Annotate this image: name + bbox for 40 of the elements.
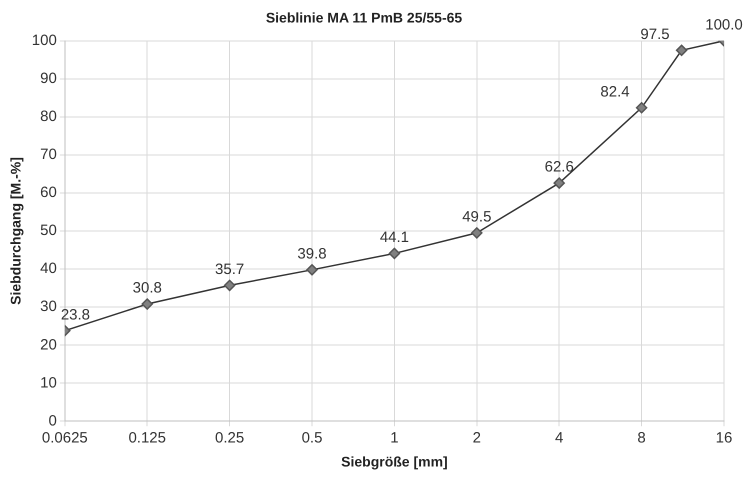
- y-tick-label: 60: [40, 184, 57, 202]
- x-tick-label: 1: [390, 429, 399, 446]
- data-label: 49.5: [462, 208, 492, 226]
- x-tick-label: 2: [472, 429, 481, 446]
- data-label: 30.8: [132, 280, 162, 297]
- y-tick-label: 50: [40, 222, 57, 240]
- x-tick-label: 0.5: [302, 429, 322, 446]
- x-tick-label: 0.25: [215, 429, 244, 446]
- point: [306, 264, 318, 276]
- data-label: 100.0: [705, 16, 743, 34]
- point: [471, 227, 483, 239]
- x-tick-label: 0.0625: [42, 429, 88, 446]
- x-axis-title: Siebgröße [mm]: [341, 453, 448, 470]
- y-tick-label: 80: [40, 108, 57, 126]
- point: [224, 280, 236, 292]
- y-tick-label: 40: [40, 260, 57, 278]
- data-label: 44.1: [380, 229, 410, 246]
- y-tick-label: 90: [40, 70, 57, 87]
- y-tick-label: 100: [32, 32, 57, 49]
- y-tick-label: 10: [40, 374, 57, 392]
- data-label: 35.7: [215, 261, 244, 278]
- data-label: 97.5: [640, 26, 670, 43]
- point: [636, 102, 648, 114]
- point: [388, 248, 400, 260]
- y-axis-title: Siebdurchgang [M.-%]: [7, 157, 24, 305]
- point: [141, 298, 153, 310]
- y-tick-label: 30: [40, 298, 57, 316]
- data-label: 62.6: [544, 158, 574, 176]
- y-tick-label: 0: [48, 412, 57, 430]
- data-label: 82.4: [600, 83, 630, 100]
- data-label: 23.8: [60, 306, 90, 324]
- point: [553, 177, 565, 189]
- x-tick-label: 0.125: [128, 429, 166, 446]
- x-tick-label: 8: [637, 429, 646, 446]
- x-tick-label: 4: [555, 429, 564, 446]
- y-tick-label: 70: [40, 146, 57, 164]
- y-tick-label: 20: [40, 336, 57, 354]
- x-tick-label: 16: [716, 429, 732, 446]
- data-label: 39.8: [297, 245, 327, 262]
- chart-title: Sieblinie MA 11 PmB 25/55-65: [266, 9, 462, 26]
